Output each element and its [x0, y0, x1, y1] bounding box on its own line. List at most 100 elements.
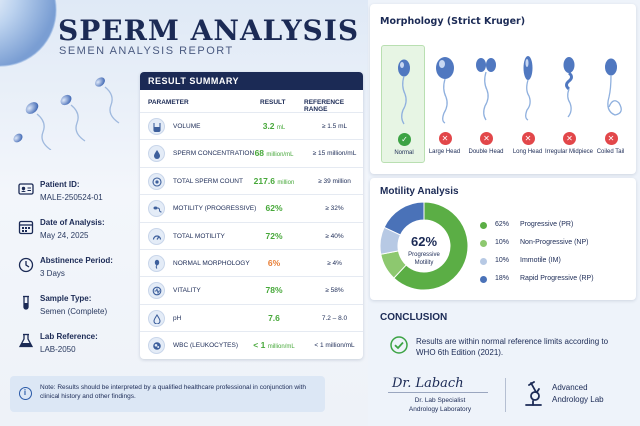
- sample-type-value: Semen (Complete): [40, 307, 108, 316]
- microscope-icon: [525, 381, 542, 406]
- row-parameter: TOTAL MOTILITY: [173, 232, 225, 240]
- table-row: WBC (LEUKOCYTES) < 1 million/mL < 1 millio…: [140, 331, 363, 358]
- clock-icon: [18, 257, 34, 273]
- row-reference-range: ≥ 40%: [325, 232, 344, 240]
- analysis-date-label: Date of Analysis:: [40, 218, 105, 227]
- interpretation-note-text: Note: Results should be interpreted by a…: [40, 384, 306, 400]
- signature-line: [388, 392, 488, 393]
- morphology-label: Long Head: [512, 149, 543, 155]
- conclusion-title: CONCLUSION: [380, 312, 448, 323]
- footer-divider: [505, 378, 506, 412]
- donut-center-value: 62%: [411, 234, 437, 249]
- legend-swatch: [480, 240, 487, 247]
- cross-icon: ✕: [563, 132, 576, 145]
- ph-drop-icon: [153, 313, 161, 324]
- morphology-label: Double Head: [468, 149, 504, 155]
- sperm-illustration-icon: [523, 56, 532, 121]
- row-parameter: SPERM CONCENTRATION: [173, 150, 255, 158]
- donut-hole: [398, 220, 450, 272]
- morphology-item: ✕ Irregular Midpiece: [545, 45, 593, 163]
- sperm-illustration-icon: [435, 57, 454, 124]
- morphology-title: Morphology (Strict Kruger): [380, 16, 526, 27]
- result-summary-table: RESULT SUMMARY PARAMETER RESULT REFERENC…: [140, 72, 363, 359]
- flask-icon: [18, 333, 34, 348]
- legend-swatch: [480, 276, 487, 283]
- morphology-label: Coiled Tail: [596, 149, 625, 155]
- sperm-illustration-icon: [398, 59, 410, 125]
- legend-percent: 62%: [495, 221, 510, 228]
- donut-center-label-1: Progressive: [408, 252, 440, 258]
- morphology-item: ✕ Double Head: [464, 45, 508, 163]
- cross-icon: ✕: [604, 132, 618, 145]
- count-icon: [152, 177, 162, 187]
- row-result: 78%: [265, 285, 283, 296]
- legend-label: Non-Progressive (NP): [520, 239, 589, 246]
- test-tube-icon: [23, 295, 29, 310]
- row-parameter: WBC (LEUKOCYTES): [173, 342, 239, 350]
- column-header-result: RESULT: [260, 99, 286, 106]
- conclusion-section: CONCLUSION Results are within normal ref…: [370, 304, 636, 366]
- cross-icon: ✕: [521, 132, 535, 145]
- result-summary-title: RESULT SUMMARY: [140, 72, 363, 90]
- legend-percent: 18%: [495, 275, 510, 282]
- sperm-illustration-icon: [604, 58, 622, 116]
- row-reference-range: 7.2 – 8.0: [321, 314, 348, 322]
- analysis-date-value: May 24, 2025: [40, 231, 89, 240]
- legend-percent: 10%: [495, 257, 510, 264]
- row-reference-range: < 1 million/mL: [314, 342, 355, 350]
- row-reference-range: ≥ 32%: [325, 205, 344, 213]
- row-parameter: pH: [173, 314, 182, 322]
- lab-reference-value: LAB-2050: [40, 345, 76, 354]
- row-parameter: NORMAL MORPHOLOGY: [173, 260, 250, 267]
- morphology-label: Normal: [394, 150, 414, 156]
- table-row: TOTAL SPERM COUNT 217.6 million ≥ 39 milli…: [140, 166, 363, 194]
- motility-title: Motility Analysis: [380, 186, 459, 197]
- morphology-item: ✓ Normal: [381, 45, 425, 163]
- legend-label: Immotile (IM): [520, 257, 561, 264]
- morphology-label: Large Head: [428, 149, 461, 155]
- motility-donut-chart: 62% Progressive Motility: [379, 201, 469, 291]
- row-parameter: VITALITY: [173, 287, 201, 295]
- conclusion-text: Results are within normal reference limi…: [416, 337, 609, 357]
- id-card-icon: [18, 183, 34, 195]
- row-result: 62%: [265, 203, 283, 214]
- table-row: VITALITY 78% ≥ 58%: [140, 276, 363, 303]
- column-header-reference: REFERENCE RANGE: [304, 99, 345, 113]
- table-row: NORMAL MORPHOLOGY 6% ≥ 4%: [140, 249, 363, 276]
- donut-center-label-2: Motility: [415, 260, 434, 266]
- motility-icon: [153, 206, 162, 213]
- morphology-item: ✕ Large Head: [423, 45, 467, 163]
- legend-label: Progressive (PR): [520, 221, 574, 228]
- check-circle-icon: [390, 336, 408, 354]
- signatory-name: Dr. Lab Specialist: [414, 397, 466, 404]
- row-result: 68 million/mL: [254, 148, 294, 159]
- lab-name-line-1: Advanced: [552, 383, 588, 392]
- morphology-item: ✕ Coiled Tail: [589, 45, 633, 163]
- page-title: SPERM ANALYSIS: [58, 14, 360, 47]
- lab-reference-label: Lab Reference:: [40, 332, 98, 341]
- row-result: 3.2 mL: [262, 121, 286, 131]
- row-reference-range: ≥ 39 million: [318, 177, 351, 185]
- vitality-icon: [152, 287, 162, 296]
- row-result: 7.6: [268, 312, 280, 323]
- legend-swatch: [480, 222, 487, 229]
- row-result: < 1 million/mL: [253, 340, 295, 351]
- legend-label: Rapid Progressive (RP): [520, 275, 594, 282]
- cross-icon: ✕: [480, 132, 493, 145]
- sperm-illustration: [0, 0, 120, 150]
- row-result: 6%: [267, 258, 281, 268]
- morphology-item: ✕ Long Head: [506, 45, 550, 163]
- cell-icon: [153, 342, 161, 350]
- gauge-icon: [152, 235, 162, 240]
- sample-type-label: Sample Type:: [40, 294, 92, 303]
- beaker-icon: [153, 123, 161, 132]
- abstinence-label: Abstinence Period:: [40, 256, 113, 265]
- morphology-icon: [154, 259, 160, 269]
- droplet-icon: [154, 150, 160, 160]
- table-row: SPERM CONCENTRATION 68 million/mL ≥ 15 mil…: [140, 139, 363, 166]
- table-row: TOTAL MOTILITY 72% ≥ 40%: [140, 221, 363, 249]
- check-icon: ✓: [398, 133, 411, 146]
- patient-id-label: Patient ID:: [40, 180, 80, 189]
- cross-icon: ✕: [438, 132, 452, 145]
- table-row: pH 7.6 7.2 – 8.0: [140, 303, 363, 331]
